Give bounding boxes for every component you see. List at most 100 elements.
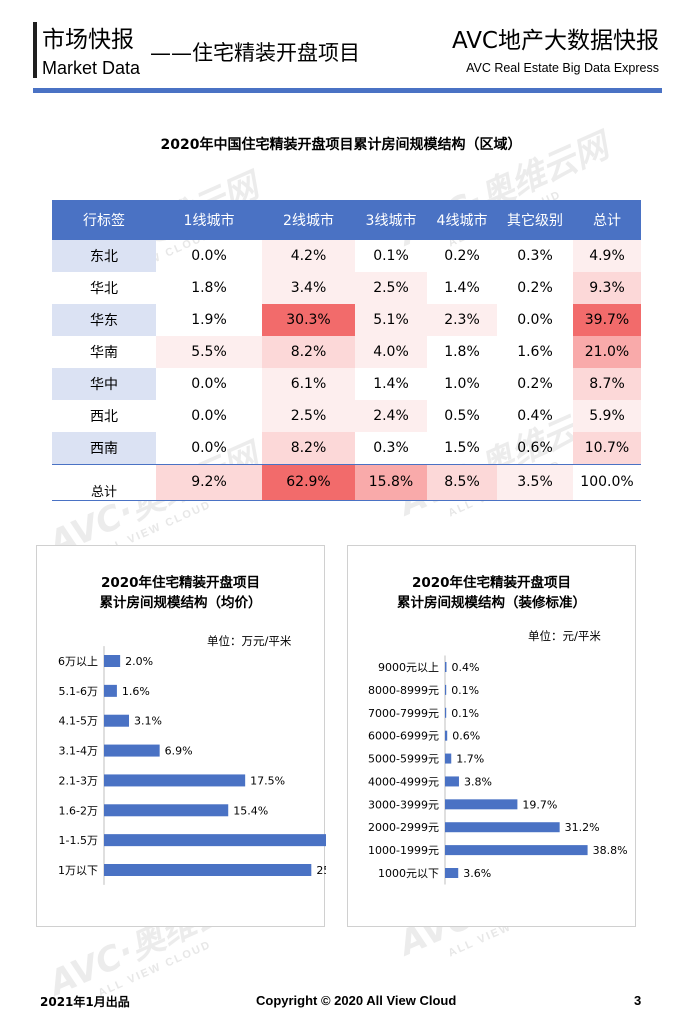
header-brand-title: AVC地产大数据快报 — [451, 28, 659, 54]
table-cell: 8.7% — [573, 368, 641, 400]
bar — [445, 707, 447, 718]
chart-title-line: 2020年住宅精装开盘项目 — [100, 575, 261, 591]
price-bar-chart: 6万以上 2.0% 5.1-6万 1.6% 4.1-5万 3.1% 3.1-4万 6.9% 2.… — [58, 646, 326, 885]
table-cell: 39.7% — [573, 304, 641, 336]
category-label: 3.1-4万 — [59, 745, 98, 758]
table-cell: 15.8% — [355, 463, 427, 501]
category-label: 2.1-3万 — [59, 774, 98, 787]
region-table: 行标签 1线城市 2线城市 3线城市 4线城市 其它级别 总计 东北 0.0% … — [52, 200, 641, 501]
table-cell: 0.2% — [444, 248, 480, 264]
data-label: 3.1% — [134, 715, 162, 728]
table-cell: 10.7% — [573, 432, 641, 464]
table-title: 2020年中国住宅精装开盘项目累计房间规模结构（区域） — [160, 137, 522, 153]
data-label: 19.7% — [522, 798, 557, 811]
table-header-cell: 总计 — [573, 200, 641, 240]
chart-unit: 单位：元/平米 — [528, 629, 601, 643]
table-cell: 0.3% — [517, 248, 553, 264]
header-rule — [33, 88, 662, 93]
bar — [445, 730, 448, 741]
table-cell: 1.9% — [191, 312, 227, 328]
chart-unit: 单位：万元/平米 — [207, 634, 292, 648]
bar — [445, 822, 560, 833]
category-label: 4.1-5万 — [59, 715, 98, 728]
row-label: 华南 — [52, 336, 156, 368]
table-row: 华南 5.5% 8.2% 4.0% 1.8% 1.6% 21.0% — [52, 336, 641, 368]
bar — [104, 684, 117, 697]
bar — [445, 662, 447, 672]
bar — [104, 774, 246, 787]
row-label: 西北 — [52, 400, 156, 432]
data-label: 1.7% — [456, 753, 484, 766]
header-subtitle: ——住宅精装开盘项目 — [150, 41, 360, 65]
table-cell: 3.5% — [497, 463, 573, 501]
header-title-zh: 市场快报 — [42, 27, 134, 53]
category-label: 1000-1999元 — [368, 844, 439, 857]
header-accent-bar — [33, 22, 37, 78]
table-cell: 0.5% — [444, 408, 480, 424]
table-cell: 1.8% — [444, 344, 480, 360]
header-brand-subtitle: AVC Real Estate Big Data Express — [466, 61, 659, 75]
table-row: 华北 1.8% 3.4% 2.5% 1.4% 0.2% 9.3% — [52, 272, 641, 304]
data-label: 15.4% — [233, 804, 268, 817]
table-cell: 5.1% — [355, 304, 427, 336]
table-cell: 30.3% — [262, 304, 355, 336]
table-cell: 9.2% — [156, 463, 262, 501]
data-label: 0.6% — [452, 730, 480, 743]
table-cell: 5.9% — [573, 400, 641, 432]
table-row: 西南 0.0% 8.2% 0.3% 1.5% 0.6% 10.7% — [52, 432, 641, 464]
table-header-cell: 2线城市 — [262, 200, 355, 240]
table-cell: 0.2% — [517, 376, 553, 392]
data-label: 3.6% — [463, 867, 491, 880]
header-title-en: Market Data — [42, 58, 141, 78]
table-row: 华东 1.9% 30.3% 5.1% 2.3% 0.0% 39.7% — [52, 304, 641, 336]
table-cell: 6.1% — [262, 368, 355, 400]
footer-copyright: Copyright © 2020 All View Cloud — [256, 993, 457, 1008]
bar — [445, 684, 447, 695]
table-cell: 0.4% — [517, 408, 553, 424]
bar — [445, 776, 459, 787]
bar — [104, 804, 229, 817]
table-cell: 8.2% — [262, 432, 355, 464]
table-header-cell: 行标签 — [52, 200, 156, 240]
row-label: 华北 — [52, 272, 156, 304]
table-cell: 2.5% — [355, 272, 427, 304]
table-header-cell: 其它级别 — [497, 200, 573, 240]
page-number: 3 — [634, 993, 642, 1008]
table-cell: 9.3% — [573, 272, 641, 304]
table-cell: 0.2% — [517, 280, 553, 296]
table-cell: 0.3% — [373, 439, 409, 456]
data-label: 0.1% — [451, 707, 479, 720]
category-label: 9000元以上 — [378, 661, 439, 674]
bar — [104, 714, 130, 727]
table-cell: 2.3% — [427, 304, 497, 336]
table-header-cell: 1线城市 — [156, 200, 262, 240]
category-label: 3000-3999元 — [368, 798, 439, 811]
table-cell: 0.0% — [191, 248, 227, 264]
bar — [445, 753, 452, 764]
data-label: 0.4% — [451, 661, 479, 674]
table-cell: 2.5% — [262, 400, 355, 432]
table-cell: 4.2% — [262, 240, 355, 272]
chart-title-line: 累计房间规模结构（均价） — [99, 595, 262, 611]
table-header-cell: 4线城市 — [427, 200, 497, 240]
bar — [445, 799, 518, 810]
category-label: 5.1-6万 — [59, 685, 98, 698]
table-cell: 8.2% — [262, 336, 355, 368]
category-label: 5000-5999元 — [368, 753, 439, 766]
table-cell: 1.0% — [444, 376, 480, 392]
row-label: 华中 — [52, 368, 156, 400]
decoration-chart-panel: 2020年住宅精装开盘项目 累计房间规模结构（装修标准） 单位：元/平米 900… — [347, 545, 636, 927]
row-label: 西南 — [52, 432, 156, 464]
table-row: 华中 0.0% 6.1% 1.4% 1.0% 0.2% 8.7% — [52, 368, 641, 400]
category-label: 6万以上 — [58, 655, 98, 668]
table-cell: 1.4% — [373, 376, 409, 392]
table-cell: 1.5% — [444, 439, 480, 456]
table-cell: 0.0% — [191, 439, 227, 456]
table-cell: 8.5% — [427, 463, 497, 501]
chart-title-line: 累计房间规模结构（装修标准） — [397, 595, 586, 611]
bar — [445, 845, 588, 856]
row-label: 东北 — [52, 240, 156, 272]
table-cell: 0.0% — [191, 408, 227, 424]
row-label: 总计 — [52, 463, 156, 501]
table-cell: 0.1% — [373, 248, 409, 264]
